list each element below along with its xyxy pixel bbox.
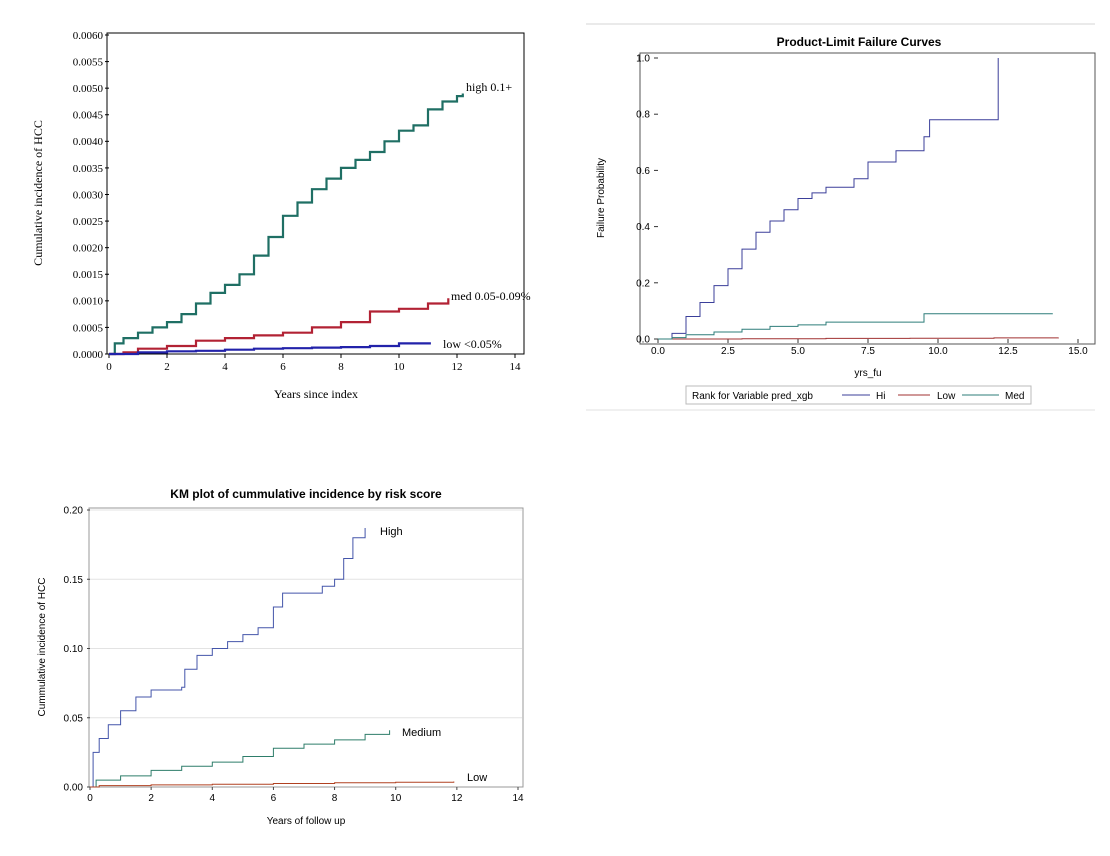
y-tick-label: 0.0010 xyxy=(73,296,104,308)
x-axis-label: Years since index xyxy=(274,387,358,401)
series-line-medium xyxy=(90,730,391,788)
y-axis-label: Cummulative incidence of HCC xyxy=(37,578,48,717)
x-tick-label: 8 xyxy=(338,361,344,373)
x-tick-label: 5.0 xyxy=(791,346,805,357)
chart-panel-3: KM plot of cummulative incidence by risk… xyxy=(37,487,524,827)
y-tick-label: 0.15 xyxy=(64,575,84,586)
plot-frame xyxy=(639,52,1096,345)
y-tick-label: 0.0005 xyxy=(73,322,104,334)
chart-title: Product-Limit Failure Curves xyxy=(777,35,942,49)
chart-panel-2: Product-Limit Failure Curves Failure Pro… xyxy=(586,23,1096,411)
y-tick-label: 0.0 xyxy=(636,335,650,346)
y-tick-label: 0.0045 xyxy=(73,110,104,122)
x-tick-label: 10.0 xyxy=(928,346,948,357)
legend-title: Rank for Variable pred_xgb xyxy=(692,391,813,402)
x-tick-label: 12 xyxy=(452,361,463,373)
series-label-high: high 0.1+ xyxy=(466,80,512,94)
y-tick-label: 0.0025 xyxy=(73,216,104,228)
y-axis-label: Cumulative incidence of HCC xyxy=(31,120,45,266)
y-tick-label: 0.0020 xyxy=(73,243,104,255)
y-tick-label: 0.10 xyxy=(64,644,84,655)
x-tick-label: 14 xyxy=(510,361,522,373)
x-tick-label: 12.5 xyxy=(998,346,1018,357)
series-label-low: Low xyxy=(467,772,487,784)
y-tick-label: 0.0040 xyxy=(73,136,104,148)
x-tick-label: 10 xyxy=(394,361,406,373)
series-line-high xyxy=(109,93,464,356)
series-label-low: low <0.05% xyxy=(443,337,502,351)
series-label-medium: Medium xyxy=(402,727,441,739)
x-axis-label: Years of follow up xyxy=(267,816,346,827)
y-tick-label: 0.0030 xyxy=(73,189,104,201)
legend-label-med: Med xyxy=(1005,391,1024,402)
y-tick-label: 0.05 xyxy=(64,713,84,724)
x-tick-label: 2.5 xyxy=(721,346,735,357)
x-tick-label: 0 xyxy=(106,361,112,373)
y-axis-label: Failure Probability xyxy=(596,158,607,238)
y-tick-label: 0.8 xyxy=(636,110,650,121)
x-tick-label: 10 xyxy=(390,793,402,804)
x-tick-label: 2 xyxy=(148,793,154,804)
x-tick-label: 6 xyxy=(280,361,286,373)
series-line-low xyxy=(90,781,455,788)
chart-title: KM plot of cummulative incidence by risk… xyxy=(170,487,442,501)
y-tick-label: 0.4 xyxy=(636,222,650,233)
legend-label-low: Low xyxy=(937,391,956,402)
series-line-hi xyxy=(658,58,999,340)
legend-label-hi: Hi xyxy=(876,391,885,402)
series-label-med: med 0.05-0.09% xyxy=(451,289,531,303)
x-tick-label: 2 xyxy=(164,361,170,373)
series-label-high: High xyxy=(380,526,403,538)
series-line-med xyxy=(109,298,450,356)
y-tick-label: 0.0035 xyxy=(73,163,104,175)
plot-frame xyxy=(88,507,524,788)
legend-box xyxy=(685,385,1032,405)
x-tick-label: 12 xyxy=(451,793,463,804)
series-line-med xyxy=(658,313,1053,340)
y-tick-label: 0.0050 xyxy=(73,83,104,95)
series-line-low xyxy=(658,337,1059,340)
x-tick-label: 0 xyxy=(87,793,93,804)
x-tick-label: 8 xyxy=(332,793,338,804)
x-tick-label: 4 xyxy=(222,361,228,373)
y-tick-label: 1.0 xyxy=(636,54,650,65)
x-tick-label: 14 xyxy=(512,793,524,804)
y-tick-label: 0.00 xyxy=(64,783,84,794)
x-tick-label: 7.5 xyxy=(861,346,875,357)
y-tick-label: 0.0000 xyxy=(73,349,104,361)
y-tick-label: 0.0060 xyxy=(73,30,104,42)
plot-frame xyxy=(106,32,525,355)
series-line-low xyxy=(109,342,431,356)
x-tick-label: 15.0 xyxy=(1068,346,1088,357)
y-tick-label: 0.2 xyxy=(636,278,650,289)
y-tick-label: 0.20 xyxy=(64,506,84,517)
y-tick-label: 0.0055 xyxy=(73,56,104,68)
chart-panel-1: Cumulative incidence of HCC Years since … xyxy=(31,30,531,401)
x-tick-label: 4 xyxy=(210,793,216,804)
x-tick-label: 0.0 xyxy=(651,346,665,357)
series-line-high xyxy=(90,528,366,788)
y-tick-label: 0.0015 xyxy=(73,269,104,281)
x-tick-label: 6 xyxy=(271,793,277,804)
y-tick-label: 0.6 xyxy=(636,166,650,177)
x-axis-label: yrs_fu xyxy=(854,368,881,379)
